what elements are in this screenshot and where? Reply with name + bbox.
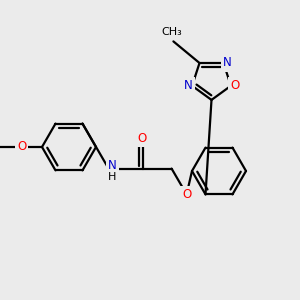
Text: N: N xyxy=(108,159,117,172)
Text: O: O xyxy=(182,188,191,201)
Text: N: N xyxy=(184,79,193,92)
Text: O: O xyxy=(230,79,239,92)
Text: N: N xyxy=(223,56,232,70)
Text: O: O xyxy=(138,131,147,145)
Text: O: O xyxy=(17,140,26,154)
Text: H: H xyxy=(108,172,116,182)
Text: CH₃: CH₃ xyxy=(161,27,182,37)
